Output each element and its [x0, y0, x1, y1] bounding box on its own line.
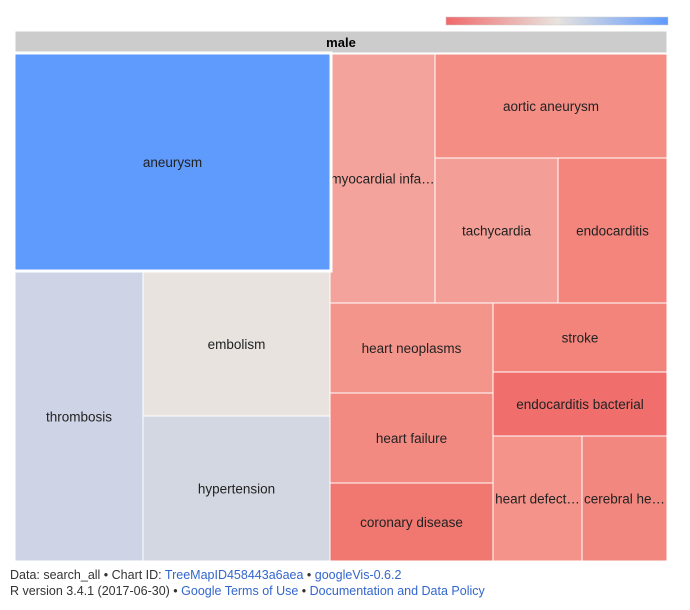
- treemap-tiles: aneurysm thrombosis embolism hypertension my…: [12, 51, 668, 562]
- tile-heart-defects[interactable]: [492, 435, 583, 562]
- tile-label-endocarditis: endocarditis: [576, 224, 649, 239]
- tile-embolism[interactable]: [142, 271, 331, 417]
- tile-label-thrombosis: thrombosis: [46, 410, 112, 425]
- tile-heart-neoplasms[interactable]: [329, 302, 494, 394]
- tile-coronary-disease[interactable]: [329, 482, 494, 562]
- tile-label-endocarditis-bacterial: endocarditis bacterial: [516, 397, 644, 412]
- footer-r-version: R version 3.4.1 (2017-06-30) •: [10, 584, 182, 598]
- tile-highlight-border: [12, 51, 333, 273]
- tile-label-heart-neoplasms: heart neoplasms: [362, 341, 462, 356]
- chart-id-link[interactable]: TreeMapID458443a6aea: [164, 568, 304, 582]
- treemap-header-bar[interactable]: [14, 30, 668, 54]
- footer-line-1: Data: search_all • Chart ID: TreeMapID45…: [10, 568, 401, 582]
- tile-label-heart-failure: heart failure: [376, 431, 447, 446]
- tile-label-coronary-disease: coronary disease: [360, 515, 463, 530]
- tile-label-cerebral-hemorrhage: cerebral he…: [584, 492, 665, 507]
- data-policy-link[interactable]: Documentation and Data Policy: [309, 584, 485, 598]
- tile-label-stroke: stroke: [562, 331, 599, 346]
- treemap-header-label: male: [326, 35, 356, 50]
- tile-label-aortic-aneurysm: aortic aneurysm: [503, 99, 599, 114]
- googlevis-link[interactable]: googleVis-0.6.2: [314, 568, 402, 582]
- tile-label-aneurysm: aneurysm: [143, 155, 202, 170]
- tile-aneurysm[interactable]: [14, 53, 331, 271]
- color-scale-bar: [445, 16, 669, 26]
- tile-label-hypertension: hypertension: [198, 482, 275, 497]
- footer-data-prefix: Data: search_all • Chart ID:: [10, 568, 165, 582]
- tile-tachycardia[interactable]: [434, 157, 559, 304]
- footer-separator: •: [298, 584, 310, 598]
- tile-heart-failure[interactable]: [329, 392, 494, 484]
- tile-label-myocardial-infarction: myocardial infa…: [330, 172, 434, 187]
- tile-endocarditis[interactable]: [557, 157, 668, 304]
- treemap-chart: male aneurysm thrombosis embolism hypertens…: [12, 16, 669, 562]
- tile-hypertension[interactable]: [142, 415, 331, 562]
- tile-label-tachycardia: tachycardia: [462, 224, 532, 239]
- footer-line-2: R version 3.4.1 (2017-06-30) • Google Te…: [10, 584, 485, 598]
- tile-stroke[interactable]: [492, 302, 668, 373]
- tile-cerebral-hemorrhage[interactable]: [581, 435, 668, 562]
- footer-separator: •: [303, 568, 315, 582]
- tile-label-embolism: embolism: [208, 337, 266, 352]
- terms-of-use-link[interactable]: Google Terms of Use: [181, 584, 299, 598]
- tile-label-heart-defects: heart defect…: [495, 492, 580, 507]
